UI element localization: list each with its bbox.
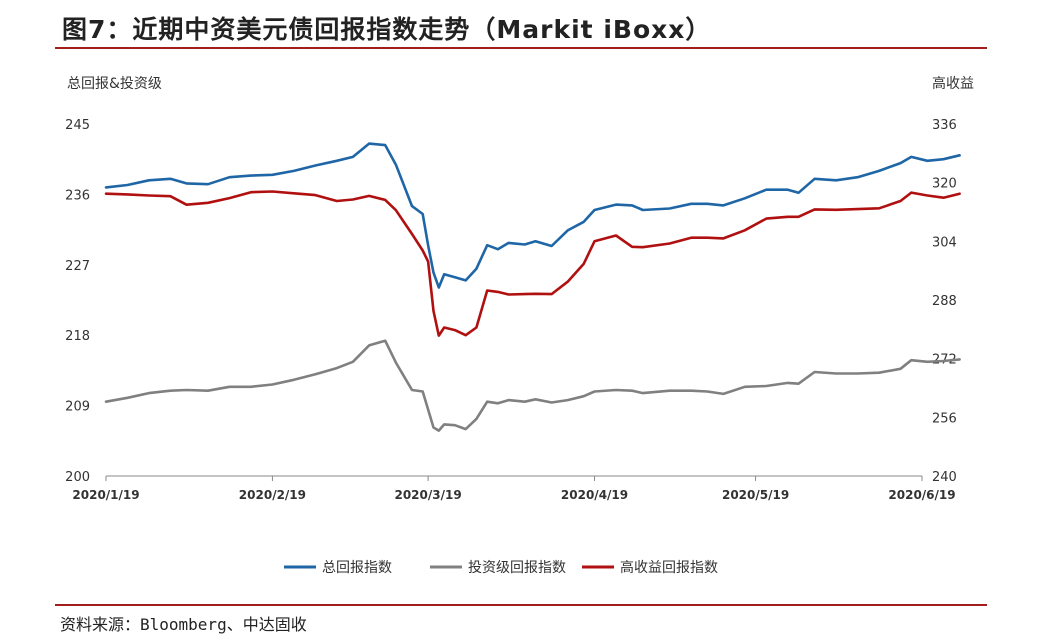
x-tick-label: 2020/3/19 <box>394 488 461 502</box>
series-lines <box>104 142 961 432</box>
legend-label-3: 高收益回报指数 <box>620 559 718 576</box>
legend: 总回报指数 投资级回报指数 高收益回报指数 <box>284 559 718 576</box>
legend-label-1: 总回报指数 <box>322 560 392 576</box>
right-tick-label: 336 <box>932 118 957 133</box>
left-tick-label: 200 <box>65 470 90 485</box>
right-tick-label: 304 <box>932 235 957 250</box>
x-tick-label: 2020/5/19 <box>722 488 789 502</box>
x-tick-label: 2020/2/19 <box>239 488 306 502</box>
right-tick-label: 240 <box>932 470 957 485</box>
right-axis-title: 高收益 <box>932 75 974 92</box>
series-line-1 <box>104 142 961 289</box>
x-tick-label: 2020/4/19 <box>561 488 628 502</box>
axes: 总回报&投资级 高收益200209218227236245240256272288… <box>65 75 974 502</box>
x-tick-label: 2020/1/19 <box>72 488 139 502</box>
source-note: 资料来源：Bloomberg、中达固收 <box>60 615 307 634</box>
right-tick-label: 320 <box>932 177 957 192</box>
x-tick-label: 2020/6/19 <box>888 488 955 502</box>
chart: 总回报&投资级 高收益200209218227236245240256272288… <box>65 75 974 576</box>
left-tick-label: 245 <box>65 118 90 133</box>
left-tick-label: 227 <box>65 259 90 274</box>
legend-label-2: 投资级回报指数 <box>468 560 566 576</box>
series-line-3 <box>104 190 961 337</box>
chart-title: 图7：近期中资美元债回报指数走势（Markit iBoxx） <box>62 15 712 44</box>
footer-rule <box>55 604 987 606</box>
left-axis-title: 总回报&投资级 <box>67 76 162 92</box>
title-rule <box>55 47 987 49</box>
left-tick-label: 209 <box>65 400 90 415</box>
right-tick-label: 256 <box>932 411 957 426</box>
left-tick-label: 236 <box>65 188 90 203</box>
left-tick-label: 218 <box>65 329 90 344</box>
series-line-2 <box>104 339 961 432</box>
right-tick-label: 288 <box>932 294 957 309</box>
